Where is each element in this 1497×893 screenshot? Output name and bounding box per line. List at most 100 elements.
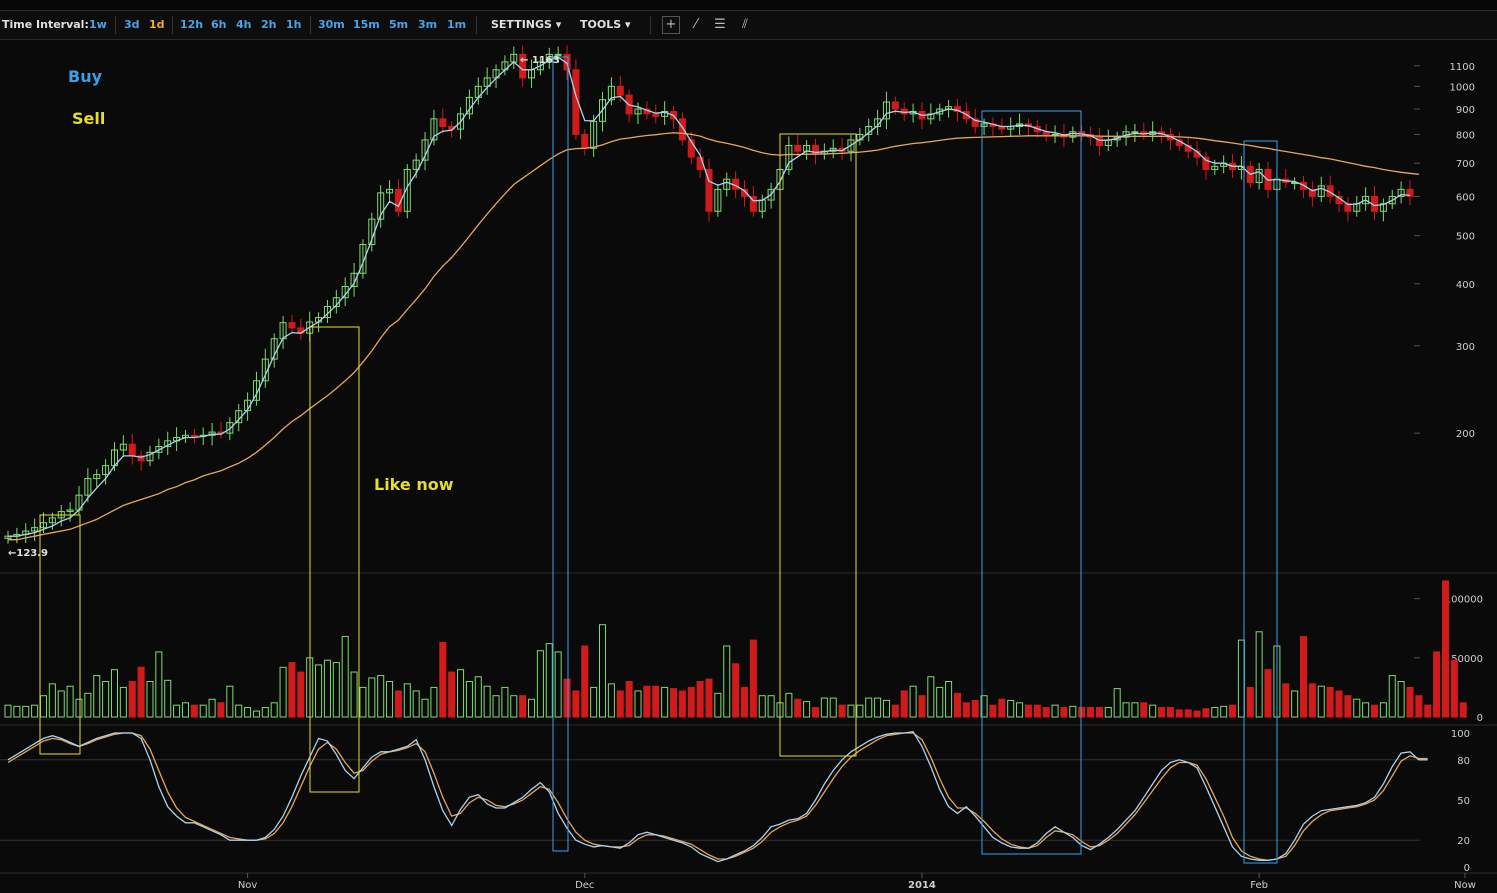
chart-toolbar: Time Interval: 1w 3d 1d 12h 6h 4h 2h 1h … — [0, 10, 1497, 40]
candle-body — [84, 478, 92, 496]
low-price-marker: ←123.9 — [8, 548, 48, 559]
volume-bar — [119, 686, 127, 718]
interval-2h-button[interactable]: 2h — [261, 18, 277, 31]
volume-bar — [199, 704, 207, 718]
interval-1w-button[interactable]: 1w — [89, 18, 107, 31]
volume-bar — [146, 681, 154, 718]
interval-15m-button[interactable]: 15m — [353, 18, 380, 31]
oscillator-main-line — [7, 730, 1428, 863]
fast-moving-average-line — [8, 56, 1411, 537]
candle-body — [599, 99, 607, 122]
volume-bar — [1060, 707, 1068, 718]
price-tick-label: 200 — [1456, 429, 1475, 440]
toolbar-divider — [650, 16, 651, 34]
volume-bar — [1158, 707, 1166, 718]
volume-bar — [1211, 707, 1219, 718]
volume-bar — [882, 699, 890, 718]
candle-body — [483, 77, 491, 87]
volume-bar — [448, 671, 456, 718]
volume-bar — [528, 698, 536, 718]
volume-bar — [1441, 580, 1450, 718]
volume-bar — [856, 704, 864, 718]
settings-menu-label: SETTINGS — [491, 18, 552, 31]
volume-bar — [1264, 669, 1272, 718]
tools-menu[interactable]: TOOLS ▾ — [580, 18, 631, 31]
interval-3d-button[interactable]: 3d — [124, 18, 140, 31]
interval-1h-button[interactable]: 1h — [286, 18, 302, 31]
volume-bar — [874, 697, 882, 718]
oscillator-tick-label: 0 — [1464, 863, 1470, 874]
volume-bar — [1016, 702, 1024, 718]
volume-bar — [1229, 704, 1237, 718]
volume-bar — [581, 645, 589, 718]
price-tick-label: 600 — [1456, 192, 1475, 203]
volume-bar — [696, 681, 704, 718]
price-tick-label: 800 — [1456, 130, 1475, 141]
volume-bar — [669, 688, 678, 718]
candle-body — [785, 144, 793, 170]
candle-body — [119, 443, 127, 451]
volume-bar — [616, 690, 624, 718]
candle-body — [1362, 195, 1370, 205]
volume-bar — [998, 698, 1006, 718]
volume-bar — [57, 690, 65, 718]
line-icon[interactable]: ⁄ — [694, 17, 698, 32]
interval-6h-button[interactable]: 6h — [211, 18, 227, 31]
volume-bar — [1397, 681, 1405, 718]
volume-bar — [891, 704, 899, 718]
interval-30m-button[interactable]: 30m — [318, 18, 345, 31]
time-interval-label: Time Interval: — [2, 18, 89, 31]
volume-bar — [457, 669, 465, 718]
interval-1m-button[interactable]: 1m — [447, 18, 467, 31]
volume-bar — [31, 704, 39, 718]
candle-body — [137, 455, 145, 462]
price-tick-label: 400 — [1456, 280, 1475, 291]
time-tick-label: 2014 — [908, 880, 936, 891]
oscillator-tick-label: 80 — [1457, 756, 1470, 767]
candle-body — [545, 53, 553, 63]
interval-1d-button[interactable]: 1d — [149, 18, 165, 31]
buy-zone-box — [1243, 140, 1278, 864]
volume-bar — [1140, 702, 1148, 718]
price-tick-label: 700 — [1456, 159, 1475, 170]
candle-body — [749, 195, 757, 212]
toolbar-divider — [115, 16, 116, 34]
volume-bar — [1344, 695, 1352, 718]
volume-bar — [66, 685, 74, 718]
volume-bar — [1078, 707, 1086, 718]
candle-body — [616, 85, 624, 96]
sell-zone-box — [39, 514, 81, 755]
candle-body — [519, 53, 527, 79]
settings-menu[interactable]: SETTINGS ▾ — [491, 18, 561, 31]
volume-bar — [341, 636, 349, 718]
candle-body — [740, 188, 749, 197]
horizontal-lines-icon[interactable]: ☰ — [714, 17, 726, 32]
volume-bar — [235, 704, 243, 718]
candle-body — [412, 159, 420, 170]
interval-3m-button[interactable]: 3m — [418, 18, 438, 31]
volume-bar — [1069, 705, 1077, 718]
volume-bar — [350, 671, 358, 718]
fan-icon[interactable]: ⫽ — [742, 17, 748, 32]
time-tick-label: Nov — [238, 880, 258, 891]
volume-bar — [1220, 705, 1228, 718]
interval-5m-button[interactable]: 5m — [389, 18, 409, 31]
volume-bar — [93, 675, 101, 718]
interval-4h-button[interactable]: 4h — [236, 18, 252, 31]
candle-body — [1406, 188, 1414, 197]
volume-bar — [128, 681, 136, 718]
crosshair-icon[interactable]: + — [662, 16, 680, 34]
candle-body — [48, 517, 56, 524]
volume-bar — [1246, 686, 1254, 718]
candle-body — [678, 118, 686, 141]
volume-bar — [217, 702, 225, 718]
interval-12h-button[interactable]: 12h — [180, 18, 204, 31]
candle-body — [1317, 185, 1325, 197]
sell-legend-label: Sell — [72, 109, 105, 128]
volume-tick-label: 100000 — [1445, 595, 1483, 606]
volume-bar — [226, 685, 234, 718]
volume-bar — [989, 704, 997, 718]
candle-body — [847, 139, 855, 152]
volume-tick-label: 50000 — [1451, 654, 1483, 665]
